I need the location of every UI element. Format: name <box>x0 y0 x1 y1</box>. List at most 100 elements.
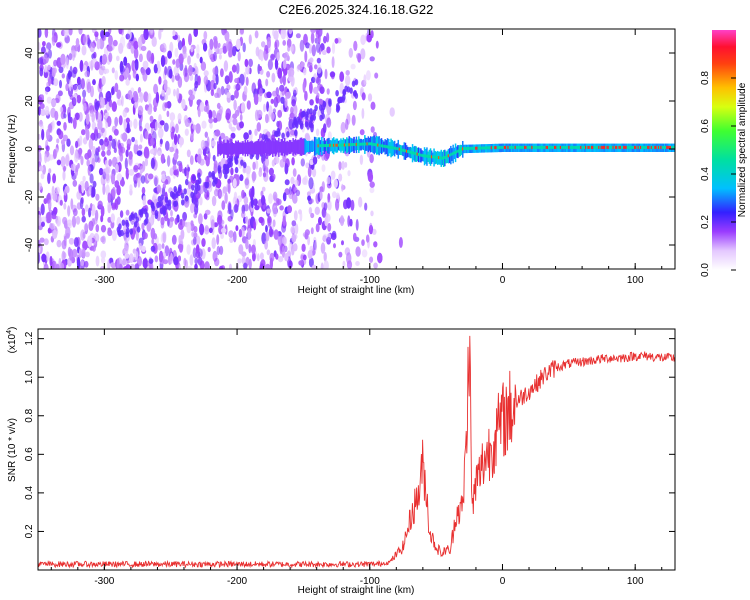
spectrogram-cell <box>277 234 283 247</box>
spectrogram-cell <box>81 182 85 194</box>
spectrogram-cell <box>174 200 178 207</box>
spectrogram-cell <box>122 258 127 266</box>
spectrogram-cell <box>80 78 86 90</box>
spectrogram-signal-core <box>564 145 567 149</box>
spectrogram-cell <box>303 68 307 76</box>
spectrogram-signal-core <box>638 145 641 149</box>
spectrogram-cell <box>136 150 143 157</box>
spectrogram-cell <box>323 260 329 269</box>
spectrogram-cell <box>366 234 370 243</box>
spectrogram-signal-core <box>659 145 661 149</box>
spectrogram-signal-cell <box>230 139 232 159</box>
spectrogram-signal-core <box>382 144 384 148</box>
spectrogram-signal-core <box>442 156 445 160</box>
spectrogram-cell <box>71 69 77 78</box>
spectrogram-signal-cell <box>227 140 230 158</box>
spectrogram-cell <box>82 102 87 112</box>
spectrogram-signal-core <box>397 147 399 151</box>
spectrogram-cell <box>341 183 344 192</box>
spectrogram-cell <box>352 100 357 111</box>
spectrogram-cell <box>265 225 268 233</box>
spectrogram-signal-core <box>433 155 435 159</box>
colorbar-tick-label: 0.6 <box>700 119 711 133</box>
spectrogram-cell <box>256 253 260 262</box>
spectrogram-signal-core <box>405 149 408 153</box>
spectrogram-signal-core <box>393 146 396 150</box>
colorbar-tick-label: 0.2 <box>700 215 711 229</box>
spectrogram-signal-core <box>434 155 436 159</box>
spectrogram-cell <box>360 34 366 46</box>
spectrogram-ylabel: Frequency (Hz) <box>7 115 18 184</box>
spectrogram-cell <box>272 173 276 180</box>
spectrogram-cell <box>144 217 149 224</box>
spectrogram-cell <box>241 189 245 199</box>
spectrogram-signal-core <box>365 142 367 146</box>
spectrogram-cell <box>370 126 375 133</box>
spectrogram-signal-core <box>465 147 468 150</box>
spectrogram-signal-core <box>537 145 539 149</box>
spectrogram-cell <box>49 255 53 267</box>
spectrogram-signal-core <box>636 145 638 149</box>
spectrogram-cell <box>78 248 83 258</box>
spectrogram-cell <box>48 168 52 174</box>
spectrogram-cell <box>320 242 326 254</box>
snr-ylabel: SNR (10 * v/v) <box>7 418 18 482</box>
spectrogram-cell <box>216 102 221 109</box>
spectrogram-cell <box>235 225 239 232</box>
spectrogram-signal-core <box>331 143 334 147</box>
spectrogram-cell <box>127 90 133 101</box>
spectrogram-cell <box>235 83 241 91</box>
spectrogram-cell <box>289 112 295 119</box>
spectrogram-cell <box>162 259 169 265</box>
spectrogram-cell <box>339 71 345 82</box>
spectrogram-cell <box>83 137 88 145</box>
spectrogram-cell <box>101 150 106 157</box>
spectrogram-cell <box>56 42 62 48</box>
spectrogram-cell <box>173 169 179 176</box>
spectrogram-cell <box>159 138 163 145</box>
spectrogram-cell <box>106 90 112 102</box>
spectrogram-cell <box>223 29 227 34</box>
spectrogram-cell <box>228 122 232 130</box>
spectrogram-signal-core <box>509 145 512 149</box>
spectrogram-cell <box>283 236 287 245</box>
spectrogram-cell <box>350 199 355 211</box>
spectrogram-cell <box>316 76 321 85</box>
spectrogram-signal-core <box>336 143 339 147</box>
spectrogram-cell <box>208 171 212 178</box>
spectrogram-signal-core <box>597 145 599 149</box>
spectrogram-cell <box>272 90 277 97</box>
spectrogram-signal-core <box>544 145 546 149</box>
spectrogram-signal-core <box>356 142 359 146</box>
spectrogram-cell <box>247 227 252 240</box>
spectrogram-cell <box>147 106 153 115</box>
spectrogram-cell <box>290 176 295 185</box>
spectrogram-cell <box>125 117 130 124</box>
spectrogram-cell <box>245 256 250 266</box>
spectrogram-cell <box>368 224 374 235</box>
spectrogram-cell <box>171 126 175 134</box>
spectrogram-cell <box>43 71 49 79</box>
spectrogram-cell <box>228 230 234 238</box>
spectrogram-cell <box>204 261 210 269</box>
spectrogram-cell <box>156 60 161 69</box>
spectrogram-cell <box>311 76 316 83</box>
spectrogram-signal-core <box>650 145 653 149</box>
spectrogram-cell <box>75 140 79 149</box>
spectrogram-cell <box>139 92 144 103</box>
spectrogram-signal-core <box>574 145 576 149</box>
spectrogram-cell <box>124 157 128 170</box>
spectrogram-cell <box>321 164 326 173</box>
spectrogram-cell <box>191 184 195 191</box>
spectrogram-cell <box>133 221 138 228</box>
spectrogram-signal-core <box>457 149 459 153</box>
spectrogram-signal-core <box>460 148 463 151</box>
spectrogram-signal-core <box>507 145 509 149</box>
spectrogram-signal-core <box>421 153 423 157</box>
spectrogram-cell <box>330 232 337 241</box>
spectrogram-cell <box>107 192 111 203</box>
spectrogram-cell <box>89 111 95 117</box>
spectrogram-signal-core <box>425 154 427 158</box>
spectrogram-cell <box>316 92 320 99</box>
